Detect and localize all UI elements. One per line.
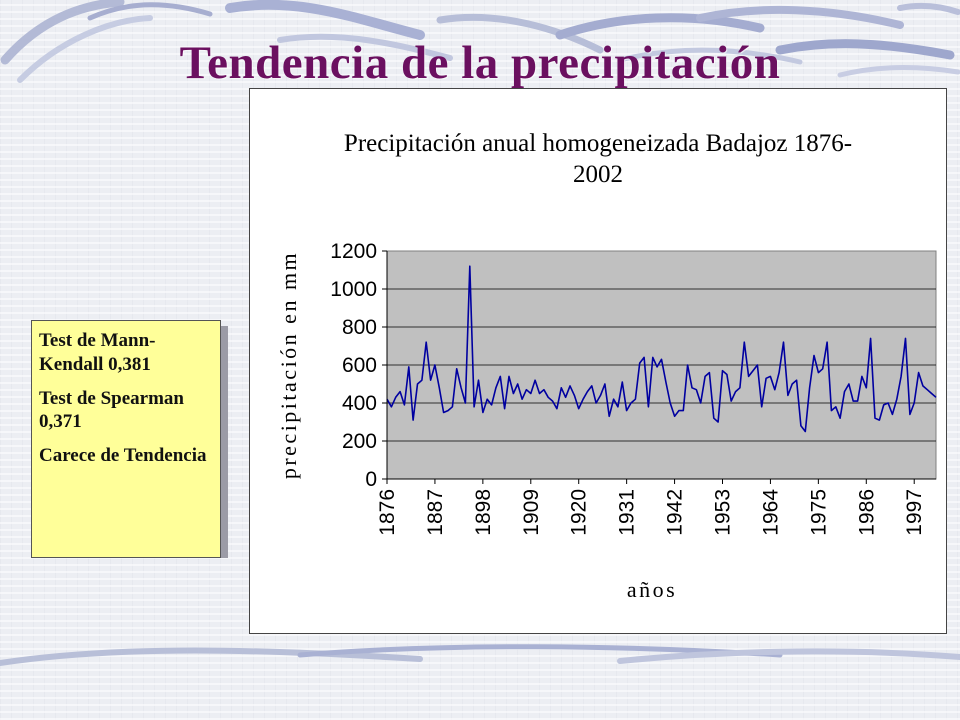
x-tick-label: 1997: [903, 489, 926, 536]
decorative-swoosh-bottom: [0, 644, 960, 666]
y-tick-label: 600: [342, 354, 377, 377]
x-axis-title: años: [627, 577, 677, 602]
x-tick-label: 1975: [807, 489, 830, 536]
y-tick-label: 0: [365, 468, 377, 491]
x-tick-label: 1887: [424, 489, 447, 536]
x-tick-label: 1964: [759, 489, 782, 536]
x-tick-label: 1920: [568, 489, 591, 536]
x-tick-label: 1953: [712, 489, 735, 536]
chart-title-line1: Precipitación anual homogeneizada Badajo…: [344, 130, 852, 157]
precipitation-chart: Precipitación anual homogeneizada Badajo…: [276, 130, 937, 602]
y-tick-label: 800: [342, 316, 377, 339]
y-axis-ticks: 0 200 400 600 800 1000 1200: [330, 240, 387, 491]
page-title: Tendencia de la precipitación: [179, 37, 781, 89]
x-axis-ticks: 1876 1887 1898 1909 1920 1931 1942 1953 1964 1975…: [376, 479, 926, 536]
decorative-swoosh-top: [0, 0, 960, 83]
chart-frame: Precipitación anual homogeneizada Badajo…: [249, 88, 947, 634]
x-tick-label: 1931: [616, 489, 639, 536]
series-line-precipitation: [386, 265, 937, 433]
x-tick-label: 1898: [472, 489, 495, 536]
chart-title-line2: 2002: [573, 161, 623, 188]
trend-conclusion: Carece de Tendencia: [39, 445, 207, 466]
x-tick-label: 1876: [376, 489, 399, 536]
x-tick-label: 1909: [520, 489, 543, 536]
y-tick-label: 400: [342, 392, 377, 415]
stats-box: Test de Mann-Kendall 0,381 Test de Spear…: [31, 320, 221, 558]
x-tick-label: 1942: [664, 489, 687, 536]
y-tick-label: 200: [342, 430, 377, 453]
y-tick-label: 1200: [330, 240, 377, 263]
y-axis-title: precipitación en mm: [276, 251, 301, 479]
y-tick-label: 1000: [330, 278, 377, 301]
gridlines: [387, 288, 936, 442]
x-tick-label: 1986: [855, 489, 878, 536]
mann-kendall-result: Test de Mann-Kendall 0,381: [39, 330, 156, 375]
spearman-result: Test de Spearman 0,371: [39, 387, 184, 433]
